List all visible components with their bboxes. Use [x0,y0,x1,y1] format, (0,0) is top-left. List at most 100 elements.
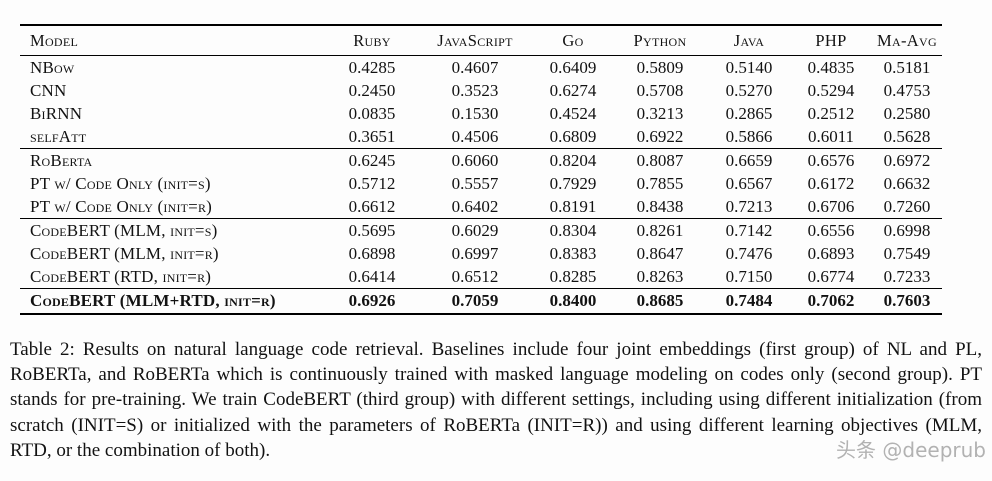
score-cell: 0.8261 [612,218,708,243]
score-cell: 0.6997 [451,243,499,263]
score-cell: 0.2450 [348,80,396,100]
table-row: RoBerta 0.6245 0.6060 0.8204 0.8087 0.6659 0.6… [20,148,942,173]
score-cell: 0.2512 [807,103,855,123]
score-cell: 0.7142 [708,218,790,243]
score-cell: 0.6972 [872,148,942,173]
table-head: Model Ruby JavaScript Go Python Java PHP Ma-Avg [20,25,942,56]
model-name-cell: PT w/ Code Only (init=s) [30,173,211,193]
column-header: Ruby [328,25,416,56]
score-cell: 0.6706 [807,196,855,216]
score-cell: 0.6926 [328,288,416,314]
table-row: NBow 0.4285 0.4607 0.6409 0.5809 0.5140 0.4835… [20,56,942,80]
score-cell: 0.7150 [725,266,773,286]
score-cell: 0.4506 [451,126,499,146]
table-row: CodeBERT (RTD, init=r) 0.6414 0.6512 0.8285… [20,265,942,289]
score-cell: 0.6809 [549,126,597,146]
score-cell: 0.8263 [636,266,684,286]
model-name-cell: CodeBERT (MLM+RTD, init=r) [20,288,328,314]
score-cell: 0.7062 [790,288,872,314]
score-cell: 0.8087 [612,148,708,173]
model-name-cell: CodeBERT (RTD, init=r) [30,266,212,286]
score-cell: 0.2580 [883,103,931,123]
score-cell: 0.6612 [348,196,396,216]
watermark: 头条 @deeprub [836,438,986,462]
model-name-cell: CodeBERT (MLM, init=s) [20,218,328,243]
score-cell: 0.7549 [883,243,931,263]
score-cell: 0.3523 [451,80,499,100]
score-cell: 0.5708 [636,80,684,100]
score-cell: 0.8204 [534,148,612,173]
table-row: CodeBERT (MLM, init=r) 0.6898 0.6997 0.8383… [20,242,942,265]
score-cell: 0.8383 [549,243,597,263]
score-cell: 0.1530 [451,103,499,123]
score-cell: 0.7484 [708,288,790,314]
score-cell: 0.6060 [416,148,534,173]
score-cell: 0.8438 [636,196,684,216]
score-cell: 0.5557 [451,173,499,193]
score-cell: 0.8191 [549,196,597,216]
score-cell: 0.0835 [348,103,396,123]
score-cell: 0.7476 [725,243,773,263]
score-cell: 0.4835 [807,57,855,77]
table-row: CodeBERT (MLM, init=s) 0.5695 0.6029 0.8304… [20,218,942,243]
score-cell: 0.4524 [549,103,597,123]
score-cell: 0.6567 [725,173,773,193]
score-cell: 0.7233 [883,266,931,286]
score-cell: 0.5712 [348,173,396,193]
column-header: JavaScript [416,25,534,56]
score-cell: 0.6556 [790,218,872,243]
column-header: Java [708,25,790,56]
model-name-cell: CNN [30,80,67,100]
score-cell: 0.6512 [451,266,499,286]
score-cell: 0.5628 [883,126,931,146]
score-cell: 0.6172 [807,173,855,193]
table-caption: Table 2: Results on natural language cod… [10,338,982,462]
score-cell: 0.7603 [872,288,942,314]
score-cell: 0.6245 [328,148,416,173]
score-cell: 0.2865 [725,103,773,123]
score-cell: 0.7929 [549,173,597,193]
score-cell: 0.6632 [883,173,931,193]
score-cell: 0.6898 [348,243,396,263]
score-cell: 0.7059 [416,288,534,314]
score-cell: 0.7213 [725,196,773,216]
table-row: PT w/ Code Only (init=r) 0.6612 0.6402 0.81… [20,195,942,219]
score-cell: 0.8647 [636,243,684,263]
table-row: selfAtt 0.3651 0.4506 0.6809 0.6922 0.5866 0.6… [20,125,942,149]
table-header-row: Model Ruby JavaScript Go Python Java PHP Ma-Avg [20,25,942,56]
score-cell: 0.4753 [883,80,931,100]
column-header: Python [612,25,708,56]
score-cell: 0.6409 [549,57,597,77]
table-row: CodeBERT (MLM+RTD, init=r) 0.6926 0.7059 0.… [20,288,942,314]
model-name-cell: RoBerta [20,148,328,173]
paper-page: Model Ruby JavaScript Go Python Java PHP Ma-Avg… [0,24,992,464]
score-cell: 0.6029 [416,218,534,243]
score-cell: 0.4607 [451,57,499,77]
score-cell: 0.6576 [790,148,872,173]
model-name-cell: BiRNN [30,103,83,123]
score-cell: 0.6659 [708,148,790,173]
column-header: Ma-Avg [872,25,942,56]
table-row: BiRNN 0.0835 0.1530 0.4524 0.3213 0.2865 0.251… [20,102,942,125]
score-cell: 0.8285 [549,266,597,286]
score-cell: 0.4285 [348,57,396,77]
score-cell: 0.6414 [348,266,396,286]
table-row: CNN 0.2450 0.3523 0.6274 0.5708 0.5270 0.5294 0… [20,79,942,102]
score-cell: 0.6402 [451,196,499,216]
model-name-cell: selfAtt [30,126,87,146]
score-cell: 0.6893 [807,243,855,263]
score-cell: 0.8400 [534,288,612,314]
model-name-cell: NBow [30,57,75,77]
score-cell: 0.5294 [807,80,855,100]
table-row: PT w/ Code Only (init=s) 0.5712 0.5557 0.79… [20,172,942,195]
score-cell: 0.6274 [549,80,597,100]
score-cell: 0.5809 [636,57,684,77]
score-cell: 0.7855 [636,173,684,193]
model-name-cell: CodeBERT (MLM, init=r) [30,243,219,263]
score-cell: 0.5695 [328,218,416,243]
column-header: Model [20,25,328,56]
score-cell: 0.6922 [636,126,684,146]
column-header: PHP [790,25,872,56]
column-header: Go [534,25,612,56]
score-cell: 0.6011 [807,126,855,146]
